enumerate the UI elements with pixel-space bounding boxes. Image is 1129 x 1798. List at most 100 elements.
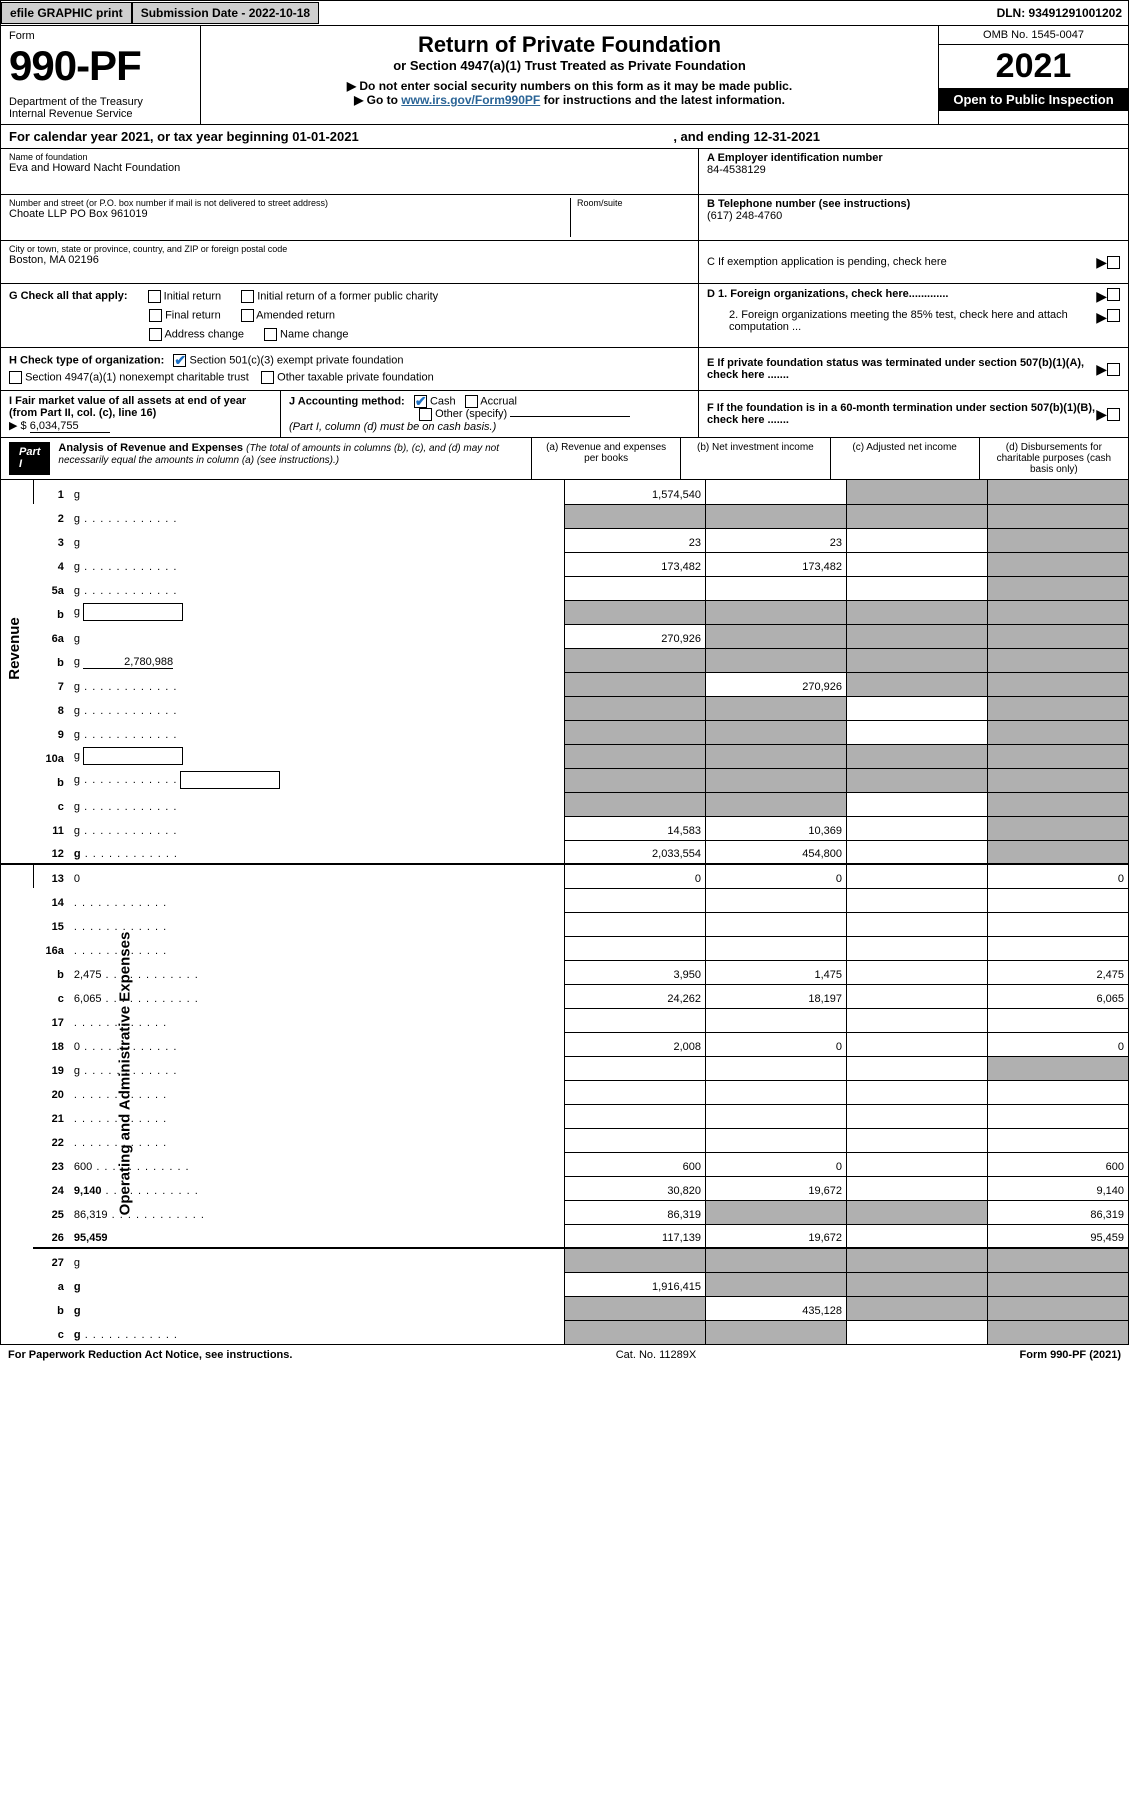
g-opt-amended: Amended return [256,309,335,321]
cell-d: 86,319 [987,1200,1128,1224]
line-description: g [70,696,565,720]
cell-d [987,888,1128,912]
form-label: Form [9,30,192,42]
g-initial-public-checkbox[interactable] [241,290,254,303]
cell-a: 2,033,554 [564,840,705,864]
j-cash-checkbox[interactable] [414,395,427,408]
foundation-name: Eva and Howard Nacht Foundation [9,162,690,174]
e-checkbox[interactable] [1107,363,1120,376]
cell-c [846,528,987,552]
table-row: 14 [1,888,1129,912]
cell-b [705,504,846,528]
line-number: 2 [33,504,70,528]
cell-d [987,1104,1128,1128]
cell-a [564,696,705,720]
cell-d: 6,065 [987,984,1128,1008]
cell-a [564,576,705,600]
city-label: City or town, state or province, country… [9,244,690,254]
d2-checkbox[interactable] [1107,309,1120,322]
cell-c [846,1224,987,1248]
cell-d [987,504,1128,528]
h-4947-checkbox[interactable] [9,371,22,384]
table-row: 10ag [1,744,1129,768]
efile-print-button[interactable]: efile GRAPHIC print [1,2,132,24]
table-row: Operating and Administrative Expenses130… [1,864,1129,888]
cell-b: 19,672 [705,1176,846,1200]
form-number: 990-PF [9,42,192,90]
cell-c [846,888,987,912]
cal-end: , and ending 12-31-2021 [673,129,820,144]
cell-d [987,624,1128,648]
cell-a: 30,820 [564,1176,705,1200]
cell-a [564,768,705,792]
table-row: 17 [1,1008,1129,1032]
cell-c [846,1272,987,1296]
cell-a: 3,950 [564,960,705,984]
d1-checkbox[interactable] [1107,288,1120,301]
cell-a [564,936,705,960]
cell-d [987,1080,1128,1104]
cell-b [705,1008,846,1032]
j-accrual: Accrual [480,395,517,407]
line-description [70,936,565,960]
g-name-checkbox[interactable] [264,328,277,341]
line-number: 19 [33,1056,70,1080]
cell-c [846,696,987,720]
cell-b [705,624,846,648]
analysis-table: Revenue1g1,574,5402g3g23234g173,482173,4… [0,480,1129,1345]
cell-c [846,600,987,624]
col-d-header: (d) Disbursements for charitable purpose… [979,438,1128,479]
top-bar: efile GRAPHIC print Submission Date - 20… [0,0,1129,26]
note-ssn: ▶ Do not enter social security numbers o… [211,79,928,93]
cell-b [705,696,846,720]
table-row: Revenue1g1,574,540 [1,480,1129,504]
part1-title: Analysis of Revenue and Expenses [58,442,243,454]
instructions-link[interactable]: www.irs.gov/Form990PF [401,93,540,107]
cell-a [564,1248,705,1272]
f-checkbox[interactable] [1107,408,1120,421]
line-number: 4 [33,552,70,576]
cell-a [564,600,705,624]
cell-a [564,744,705,768]
cell-a [564,720,705,744]
cell-b [705,648,846,672]
line-number: 26 [33,1224,70,1248]
cell-c [846,744,987,768]
calendar-year-row: For calendar year 2021, or tax year begi… [0,125,1129,149]
line-description: 86,319 [70,1200,565,1224]
line-number: c [33,1320,70,1344]
h-501c3-checkbox[interactable] [173,354,186,367]
cell-c [846,1320,987,1344]
line-description: 9,140 [70,1176,565,1200]
g-initial-checkbox[interactable] [148,290,161,303]
table-row: bg [1,600,1129,624]
cell-a: 173,482 [564,552,705,576]
tax-year: 2021 [939,45,1128,88]
g-final-checkbox[interactable] [149,309,162,322]
g-address-checkbox[interactable] [149,328,162,341]
cell-d [987,792,1128,816]
g-amended-checkbox[interactable] [241,309,254,322]
table-row: 2695,459117,13919,67295,459 [1,1224,1129,1248]
line-description [70,888,565,912]
cell-c [846,840,987,864]
j-cash: Cash [430,395,456,407]
g-label: G Check all that apply: [9,290,128,303]
cell-b [705,1272,846,1296]
line-number: 10a [33,744,70,768]
j-other-checkbox[interactable] [419,408,432,421]
fmv-value: 6,034,755 [30,420,110,433]
line-description: 0 [70,864,565,888]
cell-c [846,912,987,936]
line-description: g [70,504,565,528]
c-checkbox[interactable] [1107,256,1120,269]
cell-a: 23 [564,528,705,552]
cell-d: 2,475 [987,960,1128,984]
cell-c [846,936,987,960]
line-description: g [70,816,565,840]
cell-c [846,504,987,528]
h-other-checkbox[interactable] [261,371,274,384]
j-accrual-checkbox[interactable] [465,395,478,408]
form-header: Form 990-PF Department of the Treasury I… [0,26,1129,125]
table-row: 27g [1,1248,1129,1272]
